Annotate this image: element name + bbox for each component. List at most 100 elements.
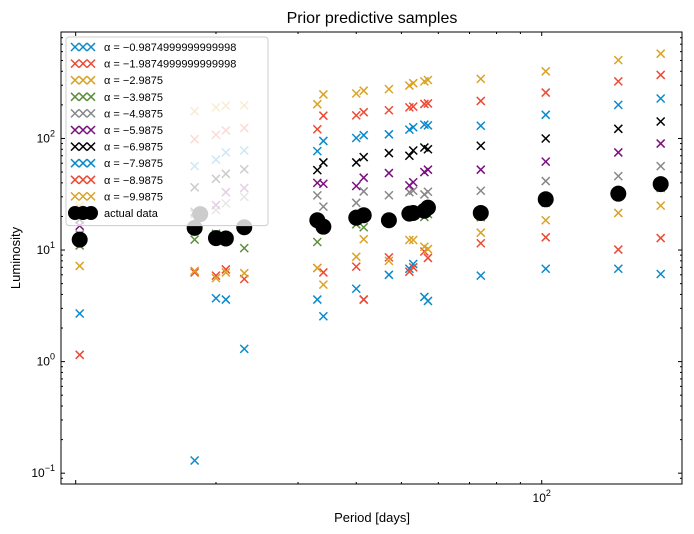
data-point xyxy=(656,233,666,243)
data-point xyxy=(384,252,394,262)
legend-marker xyxy=(70,92,80,102)
data-point xyxy=(476,121,486,131)
data-point xyxy=(656,201,666,211)
data-point xyxy=(408,235,418,245)
data-point xyxy=(423,144,433,154)
data-point xyxy=(384,190,394,200)
data-point xyxy=(476,74,486,84)
legend-marker xyxy=(78,191,88,201)
data-point xyxy=(312,146,322,156)
legend-box xyxy=(65,36,269,227)
legend-label: α = −1.9874999999999998 xyxy=(104,59,236,71)
data-point xyxy=(359,186,369,196)
legend-marker xyxy=(78,75,88,85)
legend-label: α = −7.9875 xyxy=(104,158,163,170)
legend-marker xyxy=(86,75,96,85)
data-point xyxy=(613,264,623,274)
data-point xyxy=(318,311,328,321)
data-point xyxy=(359,295,369,305)
data-point xyxy=(656,116,666,127)
legend-marker xyxy=(70,191,80,201)
data-point xyxy=(476,165,486,175)
legend-marker xyxy=(78,125,88,135)
data-point xyxy=(476,186,486,196)
data-point xyxy=(318,89,328,99)
data-point xyxy=(541,66,551,76)
data-point xyxy=(318,280,328,290)
data-point xyxy=(318,136,328,146)
data-point xyxy=(351,262,361,272)
data-point xyxy=(239,344,249,354)
legend-marker xyxy=(78,175,88,185)
data-point xyxy=(537,191,554,208)
legend-marker xyxy=(78,158,88,168)
legend-marker xyxy=(70,108,80,118)
data-point xyxy=(312,190,322,200)
data-point xyxy=(476,96,486,106)
data-point xyxy=(476,238,486,248)
data-point xyxy=(656,269,666,279)
legend-marker xyxy=(70,59,80,69)
legend-marker xyxy=(70,42,80,52)
data-point xyxy=(652,176,669,193)
data-point xyxy=(318,157,328,167)
data-point xyxy=(221,264,231,274)
legend-marker xyxy=(78,59,88,69)
data-point xyxy=(384,84,394,94)
data-point xyxy=(239,243,249,253)
legend-marker xyxy=(86,191,96,201)
data-point xyxy=(423,98,433,108)
legend-marker xyxy=(86,92,96,102)
legend-marker xyxy=(86,59,96,69)
data-point xyxy=(408,259,418,269)
data-point xyxy=(380,212,397,229)
data-point xyxy=(476,228,486,238)
legend-label: α = −5.9875 xyxy=(104,125,163,137)
data-point xyxy=(656,49,666,59)
legend-item: α = −3.9875 xyxy=(70,92,163,104)
data-point xyxy=(408,145,418,156)
data-point xyxy=(541,215,551,225)
legend-marker xyxy=(70,125,80,135)
data-point xyxy=(318,179,328,189)
legend-item: α = −2.9875 xyxy=(70,75,163,87)
data-point xyxy=(384,129,394,139)
legend-label: α = −4.9875 xyxy=(104,108,163,120)
data-point xyxy=(359,107,369,117)
data-point xyxy=(423,253,433,263)
data-point xyxy=(384,148,394,158)
data-point xyxy=(423,120,433,130)
data-point xyxy=(613,76,623,86)
data-point xyxy=(613,147,623,157)
data-point xyxy=(610,185,627,202)
data-point xyxy=(75,308,85,319)
data-point xyxy=(656,161,666,171)
data-point xyxy=(384,168,394,178)
x-axis-label: Period [days] xyxy=(334,510,410,525)
legend-label: α = −9.9875 xyxy=(104,191,163,203)
data-point xyxy=(351,110,361,120)
data-point xyxy=(190,267,200,277)
data-point xyxy=(359,222,369,232)
data-point xyxy=(384,270,394,280)
data-point xyxy=(541,176,551,186)
legend-marker xyxy=(84,206,98,220)
legend-item: actual data xyxy=(68,206,159,220)
legend-marker xyxy=(78,42,88,52)
data-point xyxy=(211,293,221,303)
axes-frame xyxy=(60,31,683,485)
data-point xyxy=(318,267,328,277)
data-point xyxy=(408,78,418,88)
data-point xyxy=(408,262,418,272)
legend-label: α = −0.9874999999999998 xyxy=(104,42,236,54)
data-point xyxy=(423,187,433,197)
data-point xyxy=(75,261,85,271)
data-point xyxy=(75,350,85,360)
data-point xyxy=(359,234,369,244)
legend-marker xyxy=(78,92,88,102)
data-point xyxy=(221,295,231,305)
data-point xyxy=(541,157,551,167)
legend: α = −0.9874999999999998 α = −1.9874999999… xyxy=(65,36,269,227)
